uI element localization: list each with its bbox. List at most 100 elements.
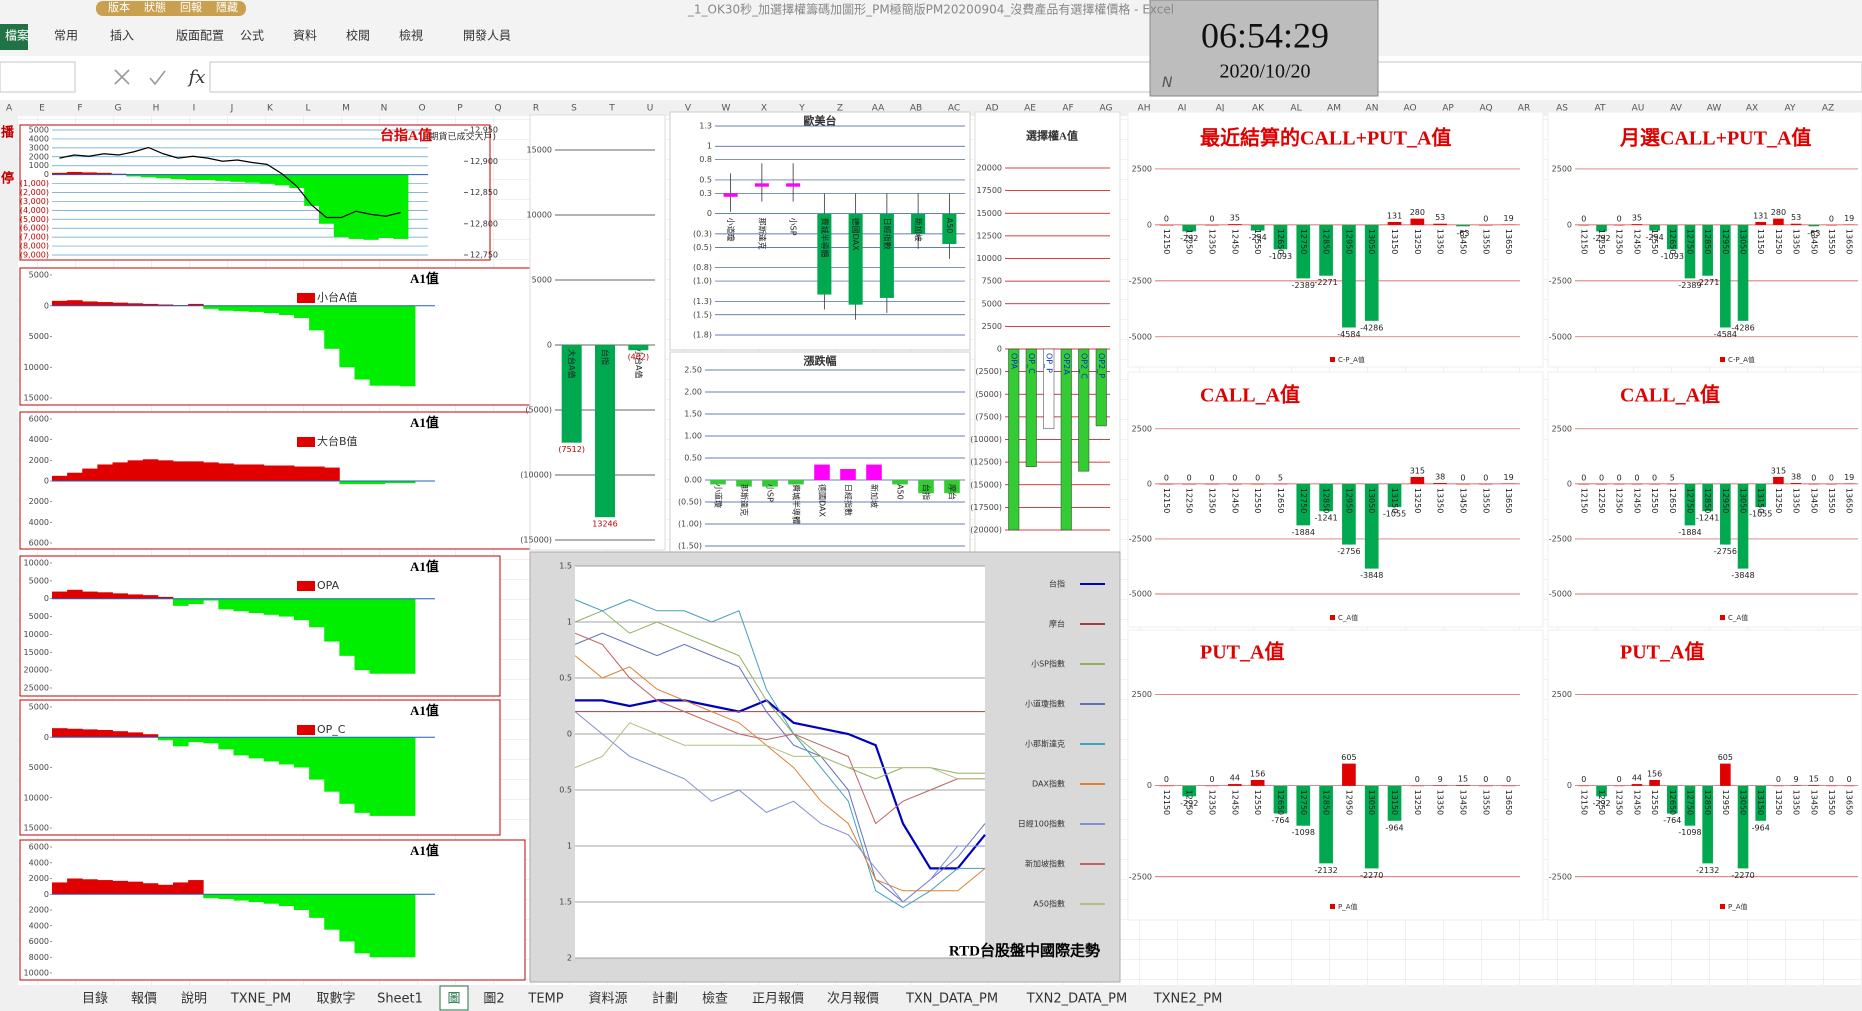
- y-tick-label: 2: [567, 954, 572, 963]
- y-tick-label: (17500): [970, 503, 1002, 512]
- bar: [1578, 483, 1590, 485]
- bar: [1078, 348, 1090, 472]
- column-header: R: [533, 104, 539, 114]
- sheet-tab[interactable]: 檢查: [702, 991, 728, 1007]
- data-label: 0: [1634, 473, 1639, 482]
- column-header: T: [608, 104, 615, 114]
- sheet-tab[interactable]: Sheet1: [377, 992, 423, 1007]
- area-segment: [215, 174, 231, 181]
- y-tick-label: 0: [44, 594, 49, 603]
- data-label: 0: [1483, 473, 1488, 482]
- bar: [1182, 785, 1197, 797]
- bar: [1456, 483, 1470, 485]
- legend-label: OPA: [317, 579, 340, 592]
- formula-input[interactable]: [209, 61, 1862, 93]
- area-segment: [233, 464, 250, 481]
- category-label: 12850: [1703, 790, 1712, 815]
- chart-frame: [974, 111, 1121, 553]
- data-label: 19: [1504, 473, 1514, 482]
- legend-label: C-P_A值: [1728, 355, 1755, 364]
- name-box[interactable]: [0, 61, 76, 93]
- ribbon-tab[interactable]: 公式: [240, 29, 264, 43]
- area-segment: [218, 737, 234, 750]
- y-tick-label: (1.8): [693, 331, 712, 340]
- sheet-tab[interactable]: 圖2: [483, 992, 504, 1007]
- sheet-tab[interactable]: 計劃: [652, 991, 678, 1007]
- quick-access-item[interactable]: 狀態: [144, 0, 166, 14]
- y-tick-label: -5000: [1549, 589, 1572, 598]
- legend-swatch: [1720, 357, 1725, 362]
- sheet-tab[interactable]: 次月報價: [827, 991, 879, 1007]
- quick-access-item[interactable]: 回報: [180, 1, 202, 14]
- quick-access-item[interactable]: 隱藏: [216, 0, 238, 14]
- quick-access-item[interactable]: 版本: [108, 0, 130, 14]
- sheet-tab[interactable]: 報價: [131, 992, 157, 1007]
- ribbon-tab[interactable]: 版面配置: [176, 29, 224, 43]
- category-label: 12150: [1579, 229, 1588, 254]
- category-label: 13050: [1367, 229, 1376, 254]
- sheet-tab[interactable]: TXNE2_PM: [1153, 992, 1223, 1007]
- y-tick-label: (1.50): [678, 542, 702, 551]
- chart-title: PUT_A值: [1200, 640, 1284, 664]
- sheet-tab[interactable]: 正月報價: [752, 992, 804, 1007]
- side-button[interactable]: 停: [1, 171, 14, 187]
- sheet-tab[interactable]: 說明: [181, 991, 207, 1007]
- data-label: -1241: [1696, 514, 1719, 523]
- category-label: 13250: [1774, 790, 1783, 815]
- sheet-tab[interactable]: TXNE_PM: [230, 992, 291, 1007]
- bar: [1205, 483, 1219, 485]
- legend-swatch: [297, 293, 315, 303]
- y-tick-label: 2000: [29, 874, 49, 883]
- ribbon-tab[interactable]: 檢視: [399, 28, 423, 43]
- column-header: AZ: [1822, 104, 1834, 114]
- sheet-tab[interactable]: 目錄: [82, 992, 108, 1007]
- y-tick-label: 5000: [29, 763, 49, 772]
- area-segment: [173, 598, 189, 606]
- ribbon-tab[interactable]: 校閱: [346, 28, 370, 43]
- y-tick-label: (8,000): [20, 242, 49, 251]
- category-label: 日經指數: [882, 218, 892, 250]
- area-segment: [52, 475, 68, 481]
- category-label: 12850: [1322, 488, 1331, 513]
- category-label: 13150: [1390, 229, 1399, 254]
- enter-icon[interactable]: [149, 70, 166, 86]
- legend-label: P_A值: [1728, 902, 1748, 911]
- sheet-tab[interactable]: 取數字: [316, 992, 355, 1007]
- ribbon-tab[interactable]: 資料: [293, 29, 317, 43]
- area-segment: [393, 174, 409, 239]
- bar: [840, 469, 856, 480]
- y-tick-label: 0: [1567, 781, 1572, 790]
- fx-button[interactable]: fx: [187, 67, 206, 88]
- sheet-tab[interactable]: TXN_DATA_PM: [905, 992, 998, 1007]
- category-label: 12750: [1685, 488, 1694, 513]
- sheet-tab[interactable]: TEMP: [527, 992, 563, 1007]
- chart-title: A1值: [410, 559, 439, 574]
- cancel-icon[interactable]: [114, 69, 130, 85]
- sheet-tab[interactable]: TXN2_DATA_PM: [1026, 992, 1127, 1007]
- ribbon-tab[interactable]: 常用: [54, 29, 78, 43]
- chart-title: A1值: [410, 415, 439, 430]
- area-segment: [188, 461, 204, 481]
- y-tick-label: -2500: [1549, 276, 1572, 285]
- category-label: OPA: [1009, 353, 1018, 370]
- ribbon-tab[interactable]: 開發人員: [463, 28, 511, 43]
- y-tick-label: 15000: [977, 209, 1002, 218]
- y-tick-label: (1,000): [20, 179, 49, 188]
- sheet-tab[interactable]: 資料源: [588, 992, 627, 1007]
- category-label: 13550: [1481, 229, 1490, 254]
- area-segment: [384, 894, 401, 958]
- category-label: 12250: [1597, 229, 1606, 254]
- area-segment: [188, 598, 204, 605]
- data-label: -3848: [1360, 571, 1383, 580]
- area-segment: [142, 883, 159, 895]
- area-segment: [157, 737, 174, 741]
- sheet-tab[interactable]: 圖: [447, 992, 460, 1007]
- y-tick-label: 0.50: [684, 454, 702, 463]
- chart-title: 最近結算的CALL+PUT_A值: [1200, 126, 1451, 150]
- ribbon-tab[interactable]: 檔案: [5, 28, 29, 43]
- side-button[interactable]: 播: [1, 125, 15, 141]
- ribbon-tab[interactable]: 插入: [110, 29, 134, 43]
- bar: [1433, 483, 1447, 484]
- column-header: L: [305, 104, 310, 114]
- y-tick-label: (20000): [970, 526, 1002, 535]
